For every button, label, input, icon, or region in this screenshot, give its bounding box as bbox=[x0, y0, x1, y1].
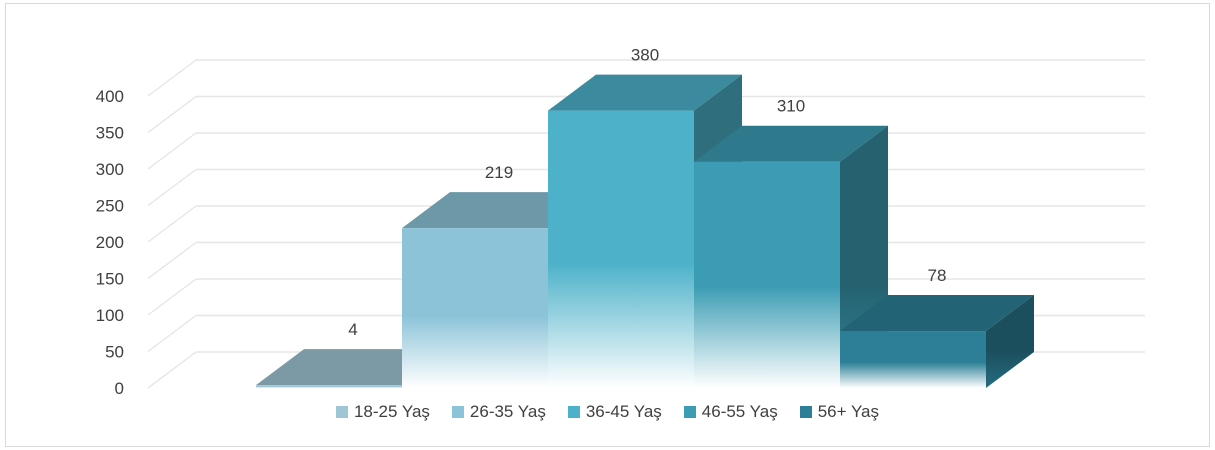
legend-label: 18-25 Yaş bbox=[353, 402, 430, 421]
gridline-depth-400 bbox=[147, 59, 197, 97]
legend-swatch bbox=[451, 406, 464, 418]
bars bbox=[256, 74, 1034, 388]
bar-side-face bbox=[986, 295, 1034, 388]
data-label: 310 bbox=[777, 97, 805, 116]
legend-item: 26-35 Yaş bbox=[451, 402, 546, 422]
legend-label: 36-45 Yaş bbox=[585, 402, 662, 421]
bar-front-face bbox=[256, 385, 402, 388]
gridline-depth-0 bbox=[147, 351, 197, 389]
legend-label: 56+ Yaş bbox=[817, 402, 880, 421]
legend-item: 46-55 Yaş bbox=[683, 402, 778, 422]
legend-swatch bbox=[567, 406, 580, 418]
y-tick-label: 100 bbox=[96, 306, 124, 325]
y-tick-label: 0 bbox=[115, 379, 124, 398]
bar-front-face bbox=[548, 110, 694, 388]
y-tick-label: 150 bbox=[96, 270, 124, 289]
legend-swatch bbox=[799, 406, 812, 418]
y-tick-label: 250 bbox=[96, 197, 124, 216]
bar-front-face bbox=[840, 331, 986, 388]
bar-front-face bbox=[402, 228, 548, 388]
bar-front-face bbox=[694, 161, 840, 388]
bar-top-face bbox=[256, 349, 450, 386]
data-label: 78 bbox=[928, 266, 947, 285]
bar-top-face bbox=[694, 125, 888, 162]
bar-top-face bbox=[402, 192, 596, 229]
y-tick-label: 50 bbox=[105, 343, 124, 362]
data-labels: 4 219 380 310 78 bbox=[348, 46, 946, 339]
y-axis-ticks: 0 50 100 150 200 250 300 350 400 bbox=[96, 87, 124, 398]
bar-top-face bbox=[548, 74, 742, 111]
legend-label: 46-55 Yaş bbox=[701, 402, 778, 421]
gridline-depth-250 bbox=[147, 168, 197, 207]
gridline-depth-350 bbox=[147, 95, 197, 134]
y-tick-label: 400 bbox=[96, 87, 124, 106]
legend-item: 36-45 Yaş bbox=[567, 402, 662, 422]
legend-item: 56+ Yaş bbox=[799, 402, 880, 422]
legend-label: 26-35 Yaş bbox=[469, 402, 546, 421]
gridline-depth-200 bbox=[147, 205, 197, 243]
gridline-depth-50 bbox=[147, 314, 197, 353]
gridline-depth-150 bbox=[147, 241, 197, 280]
bar-5 bbox=[840, 295, 1034, 388]
gridline-depth-100 bbox=[147, 278, 197, 316]
legend-swatch bbox=[335, 406, 348, 418]
legend: 18-25 Yaş 26-35 Yaş 36-45 Yaş 46-55 Yaş 56+ … bbox=[0, 402, 1215, 422]
data-label: 219 bbox=[485, 163, 513, 182]
chart-frame bbox=[5, 3, 1210, 447]
y-tick-label: 300 bbox=[96, 160, 124, 179]
legend-item: 18-25 Yaş bbox=[335, 402, 430, 422]
y-tick-label: 200 bbox=[96, 233, 124, 252]
legend-swatch bbox=[683, 406, 696, 418]
gridline-depth-300 bbox=[147, 132, 197, 170]
bar-top-face bbox=[840, 295, 1034, 332]
data-label: 380 bbox=[631, 46, 659, 65]
y-tick-label: 350 bbox=[96, 124, 124, 143]
data-label: 4 bbox=[348, 320, 357, 339]
